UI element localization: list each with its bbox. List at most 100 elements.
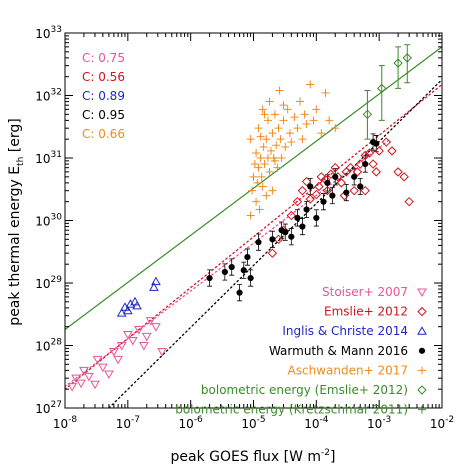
- legend-marker: [418, 347, 426, 354]
- data-point: [288, 233, 295, 240]
- data-point: [271, 110, 280, 119]
- legend-marker: [417, 288, 427, 298]
- data-point: [260, 160, 269, 169]
- fit-line: [108, 78, 442, 408]
- legend-label: Emslie+ 2012: [324, 305, 408, 319]
- data-point: [360, 185, 370, 196]
- data-points: [67, 53, 414, 392]
- legend-marker: [417, 326, 427, 335]
- data-point: [257, 172, 266, 181]
- data-point: [262, 135, 271, 144]
- data-point: [254, 124, 263, 133]
- y-tick-label: 1031: [35, 150, 62, 166]
- y-axis-label: peak thermal energy Eth [erg]: [7, 118, 26, 325]
- data-point: [329, 192, 336, 199]
- data-point: [320, 198, 327, 205]
- data-point: [97, 363, 108, 373]
- data-point: [307, 183, 314, 190]
- data-point: [206, 274, 213, 282]
- data-point: [349, 185, 359, 196]
- data-point: [345, 162, 356, 173]
- x-tick-label: 10-2: [430, 415, 454, 431]
- data-point: [90, 380, 100, 390]
- x-tick-label: 10-3: [367, 415, 391, 431]
- data-point: [362, 109, 373, 120]
- data-point: [260, 110, 269, 119]
- data-point: [272, 141, 281, 150]
- data-point: [113, 355, 123, 365]
- data-point: [256, 132, 265, 141]
- data-point: [116, 342, 127, 351]
- legend-marker: [418, 405, 426, 414]
- data-point: [324, 179, 331, 186]
- data-point: [145, 317, 156, 326]
- data-point: [139, 342, 149, 351]
- error-bar: [364, 90, 371, 140]
- x-tick-labels: 10-8 10-7 10-6 10-5 10-4 10-3 10-2: [53, 415, 454, 431]
- data-point: [296, 97, 305, 106]
- data-point: [71, 374, 81, 384]
- data-point: [373, 140, 380, 147]
- data-point: [294, 214, 301, 222]
- data-point: [236, 289, 243, 296]
- y-tick-label: 1027: [35, 400, 62, 416]
- legend: Stoiser+ 2007 Emslie+ 2012 Inglis & Christ…: [175, 285, 427, 417]
- data-point: [303, 206, 310, 213]
- error-bar: [404, 44, 411, 84]
- data-point: [368, 159, 378, 169]
- data-point: [402, 53, 412, 63]
- data-point: [313, 214, 320, 222]
- legend-label: bolometric energy (Emslie+ 2012): [201, 383, 408, 397]
- y-tick-label: 1033: [35, 25, 62, 41]
- data-point: [267, 146, 276, 155]
- data-point: [279, 101, 288, 110]
- data-point: [84, 372, 94, 382]
- y-tick-label: 1030: [35, 213, 62, 229]
- data-point: [141, 332, 152, 342]
- data-point: [109, 348, 119, 357]
- data-point: [274, 124, 283, 133]
- data-point: [300, 110, 309, 119]
- data-point: [240, 267, 247, 274]
- data-point: [255, 205, 264, 214]
- data-point: [301, 176, 312, 187]
- data-point: [267, 248, 278, 258]
- data-point: [79, 366, 89, 376]
- data-point: [76, 379, 86, 389]
- data-point: [273, 234, 284, 245]
- data-point: [248, 186, 257, 195]
- data-point: [228, 263, 235, 271]
- data-point: [125, 299, 136, 308]
- correlation-label: C: 0.95: [82, 108, 125, 122]
- x-tick-label: 10-8: [53, 415, 78, 431]
- data-point: [322, 185, 333, 196]
- data-point: [250, 160, 259, 169]
- data-point: [381, 137, 392, 147]
- data-point: [312, 105, 321, 114]
- data-point: [157, 348, 167, 357]
- data-point: [399, 172, 409, 182]
- data-point: [256, 154, 265, 162]
- data-point: [292, 196, 303, 207]
- data-point: [314, 181, 324, 192]
- data-point: [316, 172, 327, 182]
- data-point: [325, 116, 334, 125]
- data-point: [265, 97, 274, 106]
- data-point: [116, 308, 127, 317]
- correlation-coefficients: C: 0.75 C: 0.56 C: 0.89 C: 0.95 C: 0.66: [82, 51, 125, 141]
- data-point: [282, 229, 289, 236]
- data-point: [262, 191, 271, 200]
- fit-line: [65, 46, 442, 331]
- data-point: [134, 326, 144, 335]
- data-point: [309, 116, 318, 125]
- data-point: [387, 146, 397, 156]
- legend-label: Stoiser+ 2007: [322, 285, 408, 299]
- data-point: [252, 197, 261, 206]
- data-point: [306, 80, 315, 89]
- data-point: [67, 383, 78, 392]
- data-point: [362, 160, 369, 168]
- data-point: [351, 173, 358, 180]
- legend-label: bolometric energy (Kretzschmar 2011): [175, 403, 408, 417]
- legend-label: Aschwanden+ 2017: [288, 363, 408, 377]
